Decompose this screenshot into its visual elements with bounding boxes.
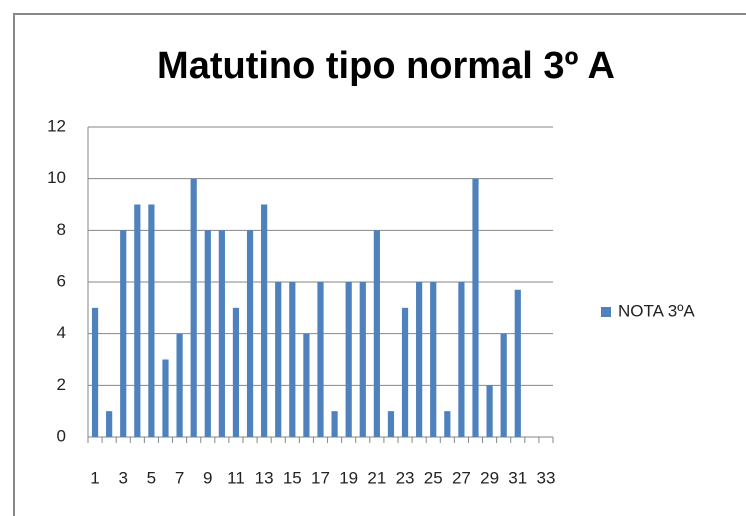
bar bbox=[303, 333, 310, 437]
y-tick-label: 4 bbox=[57, 323, 66, 342]
x-tick-label: 19 bbox=[339, 468, 358, 487]
y-tick-label: 0 bbox=[57, 426, 66, 445]
bar bbox=[162, 359, 169, 437]
bar bbox=[120, 230, 127, 437]
y-tick-label: 8 bbox=[57, 220, 66, 239]
bar bbox=[246, 230, 254, 437]
bar bbox=[148, 204, 155, 437]
x-tick-label: 27 bbox=[452, 468, 471, 487]
bar bbox=[176, 333, 183, 437]
x-tick-label: 11 bbox=[227, 468, 245, 487]
bar bbox=[514, 289, 521, 437]
x-tick-label: 25 bbox=[424, 468, 443, 487]
bar bbox=[204, 230, 211, 437]
bar bbox=[345, 282, 352, 437]
bar bbox=[430, 282, 437, 437]
chart-title: Matutino tipo normal 3º A bbox=[157, 45, 615, 87]
bar bbox=[416, 282, 423, 437]
x-tick-label: 13 bbox=[255, 468, 274, 487]
bar bbox=[261, 204, 268, 437]
bar bbox=[373, 230, 380, 437]
y-tick-label: 6 bbox=[57, 271, 66, 290]
bar bbox=[359, 282, 366, 437]
bar bbox=[134, 204, 141, 437]
bar bbox=[387, 411, 395, 437]
x-tick-label: 23 bbox=[396, 468, 415, 487]
legend-swatch bbox=[601, 307, 611, 317]
x-tick-label: 31 bbox=[508, 468, 527, 487]
bar bbox=[106, 411, 113, 437]
bar bbox=[232, 307, 240, 437]
x-tick-label: 3 bbox=[118, 468, 127, 487]
bar bbox=[289, 282, 296, 437]
bar bbox=[401, 307, 409, 437]
x-tick-label: 33 bbox=[536, 468, 555, 487]
legend-label: NOTA 3ºA bbox=[618, 301, 695, 320]
bar bbox=[91, 307, 99, 437]
x-tick-label: 29 bbox=[480, 468, 499, 487]
x-tick-label: 7 bbox=[175, 468, 184, 487]
y-tick-label: 2 bbox=[57, 375, 66, 394]
bar bbox=[218, 230, 225, 437]
bar bbox=[317, 282, 324, 437]
bar bbox=[472, 178, 479, 437]
x-tick-label: 21 bbox=[367, 468, 386, 487]
bar bbox=[458, 282, 465, 437]
bar bbox=[500, 333, 507, 437]
x-tick-label: 1 bbox=[90, 468, 99, 487]
x-tick-label: 9 bbox=[203, 468, 212, 487]
bar bbox=[190, 178, 197, 437]
y-tick-label: 12 bbox=[47, 116, 66, 135]
x-tick-label: 17 bbox=[311, 468, 330, 487]
y-tick-label: 10 bbox=[47, 168, 66, 187]
bar bbox=[275, 282, 282, 437]
x-tick-label: 5 bbox=[147, 468, 156, 487]
x-tick-label: 15 bbox=[283, 468, 302, 487]
bar bbox=[444, 411, 451, 437]
bar bbox=[486, 385, 493, 437]
bar bbox=[331, 411, 338, 437]
